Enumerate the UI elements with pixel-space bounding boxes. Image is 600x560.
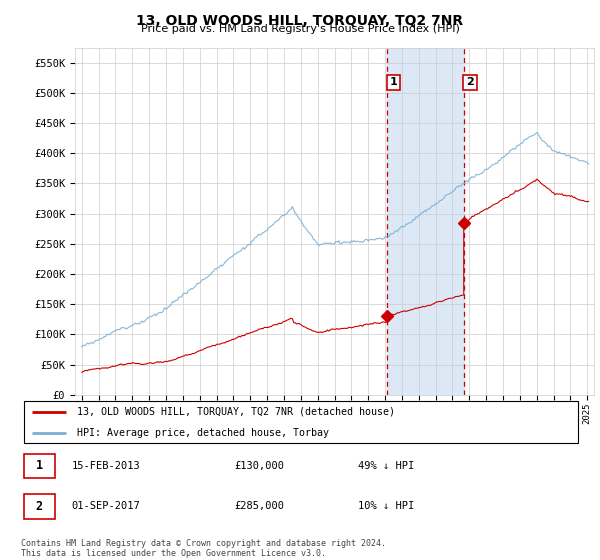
Text: 49% ↓ HPI: 49% ↓ HPI — [358, 461, 414, 471]
Text: 13, OLD WOODS HILL, TORQUAY, TQ2 7NR: 13, OLD WOODS HILL, TORQUAY, TQ2 7NR — [136, 14, 464, 28]
Text: 1: 1 — [35, 459, 43, 473]
FancyBboxPatch shape — [24, 494, 55, 519]
Text: 2: 2 — [35, 500, 43, 513]
Text: 10% ↓ HPI: 10% ↓ HPI — [358, 501, 414, 511]
Text: 13, OLD WOODS HILL, TORQUAY, TQ2 7NR (detached house): 13, OLD WOODS HILL, TORQUAY, TQ2 7NR (de… — [77, 407, 395, 417]
Text: HPI: Average price, detached house, Torbay: HPI: Average price, detached house, Torb… — [77, 428, 329, 438]
Text: Price paid vs. HM Land Registry's House Price Index (HPI): Price paid vs. HM Land Registry's House … — [140, 24, 460, 34]
Text: £285,000: £285,000 — [234, 501, 284, 511]
Text: 15-FEB-2013: 15-FEB-2013 — [71, 461, 140, 471]
FancyBboxPatch shape — [24, 454, 55, 478]
Text: £130,000: £130,000 — [234, 461, 284, 471]
Text: 01-SEP-2017: 01-SEP-2017 — [71, 501, 140, 511]
Text: 2: 2 — [466, 77, 474, 87]
Text: Contains HM Land Registry data © Crown copyright and database right 2024.
This d: Contains HM Land Registry data © Crown c… — [21, 539, 386, 558]
FancyBboxPatch shape — [24, 401, 578, 444]
Text: 1: 1 — [389, 77, 397, 87]
Bar — [387, 48, 464, 395]
